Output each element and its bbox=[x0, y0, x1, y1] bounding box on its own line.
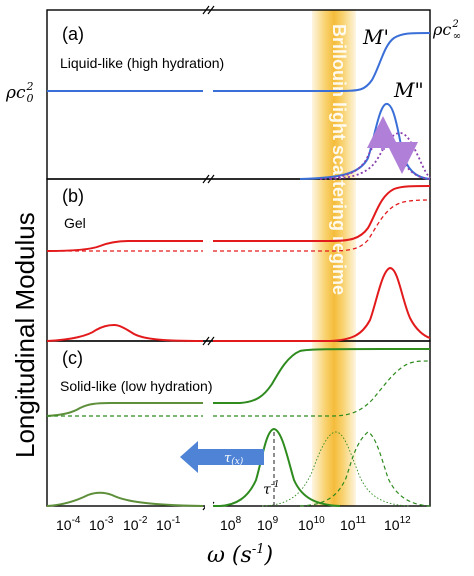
panel-b-label: Gel bbox=[64, 215, 86, 231]
storage-modulus-label: M' bbox=[362, 25, 389, 49]
panel-b-loss-curve-right bbox=[213, 266, 431, 342]
panel-c-label: Solid-like (low hydration) bbox=[60, 378, 213, 394]
panel-b-curves bbox=[46, 185, 431, 342]
panel-a-storage-curve-right bbox=[213, 32, 431, 92]
panel-b-storage-curve-left bbox=[46, 240, 203, 252]
x-tick-12: 1012 bbox=[384, 515, 411, 533]
tau-arrow-label: τ(x) bbox=[224, 451, 244, 467]
brillouin-band-label: Brillouin light scattering regime bbox=[329, 24, 349, 295]
tau-inverse-label: τ-1 bbox=[263, 480, 280, 498]
panel-a-label: Liquid-like (high hydration) bbox=[60, 55, 224, 71]
x-tick--2: 10-2 bbox=[123, 515, 148, 533]
panel-b-frame bbox=[46, 178, 431, 342]
brillouin-band bbox=[312, 10, 356, 506]
x-axis-label: ω (s-1) bbox=[207, 542, 273, 568]
x-tick-10: 1010 bbox=[298, 515, 325, 533]
x-tick-11: 1011 bbox=[340, 515, 366, 533]
x-tick--4: 10-4 bbox=[56, 515, 81, 533]
x-tick--1: 10-1 bbox=[156, 515, 181, 533]
panel-b-tag: (b) bbox=[62, 186, 84, 206]
panel-c-loss-curve-left bbox=[46, 491, 204, 507]
tau-arrow[interactable] bbox=[180, 441, 264, 473]
panel-c-dashed-curves bbox=[47, 360, 431, 507]
rho-c0-label: ρc2 0 bbox=[5, 80, 34, 105]
panel-a-tag: (a) bbox=[62, 24, 84, 44]
x-tick-9: 109 bbox=[257, 515, 279, 533]
x-tick--3: 10-3 bbox=[89, 515, 114, 533]
panel-c-storage-curve-left bbox=[46, 402, 203, 417]
x-tick-labels: 10-4 10-3 10-2 10-1 108 109 1010 1011 1012 bbox=[56, 515, 411, 533]
panel-c-storage-curve-right bbox=[213, 348, 431, 404]
panel-b-loss-curve-left bbox=[46, 323, 204, 342]
panel-b-dashed-curve bbox=[47, 199, 431, 252]
panel-c-curves bbox=[46, 348, 431, 507]
panel-c-loss-curve-right bbox=[213, 427, 341, 507]
panel-frames bbox=[46, 9, 431, 507]
axis-breaks bbox=[202, 5, 215, 512]
panel-c-frame bbox=[46, 340, 431, 507]
loss-modulus-label: M" bbox=[393, 78, 424, 102]
panel-a-dotted-peaks bbox=[319, 132, 431, 180]
y-axis-label: Longitudinal Modulus bbox=[10, 212, 40, 458]
rho-cinf-label: ρc2 ∞ bbox=[432, 19, 461, 42]
panel-c-dotted-peak bbox=[261, 431, 411, 507]
panel-b-storage-curve-right bbox=[213, 185, 431, 242]
panel-c-tag: (c) bbox=[62, 348, 83, 368]
x-tick-8: 108 bbox=[220, 515, 242, 533]
